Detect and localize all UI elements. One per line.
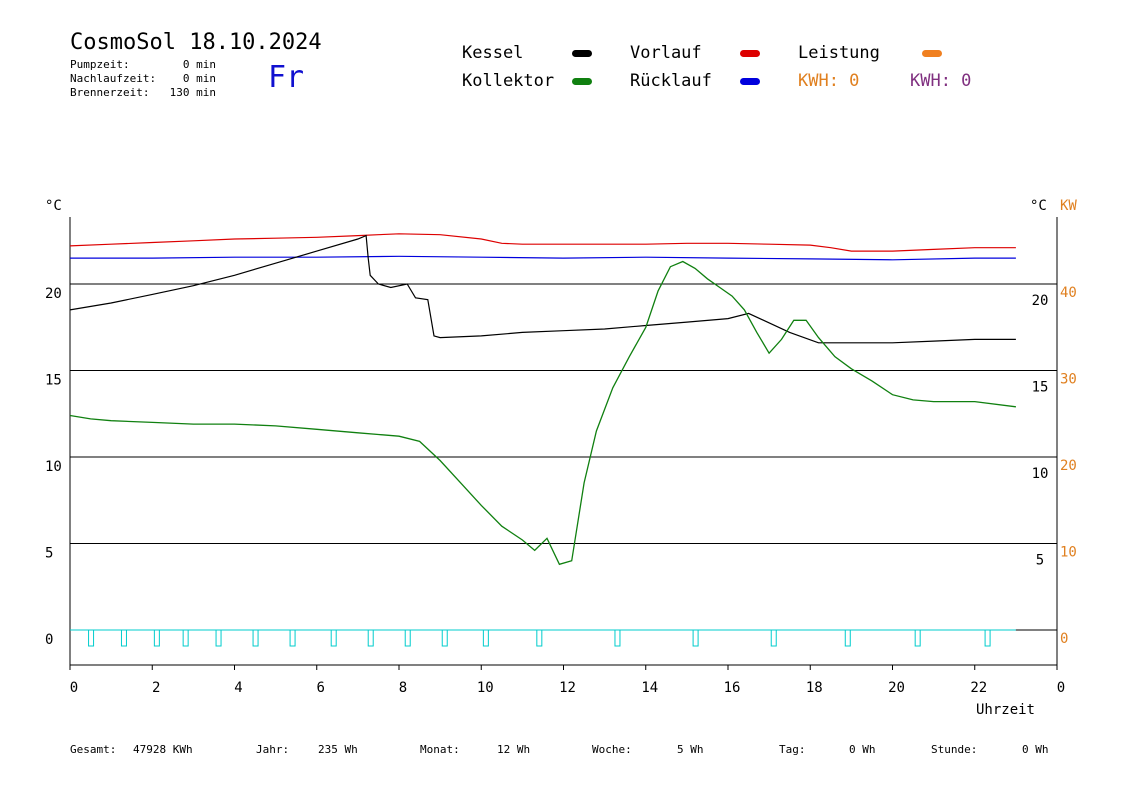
legend-leistung-label: Leistung [798, 43, 880, 63]
series-line-vorlauf [69, 233, 1016, 252]
footer-gesamt-label: Gesamt: [70, 743, 117, 756]
pump-marker-16 [844, 629, 851, 647]
y-tick-label-0: 0 [45, 632, 53, 648]
legend-vorlauf-swatch [740, 50, 760, 57]
kw-tick-label-10: 10 [1060, 545, 1077, 561]
legend-leistung-swatch [922, 50, 942, 57]
x-tick-label-6: 12 [559, 680, 576, 696]
x-axis-label: Uhrzeit [976, 702, 1035, 718]
series-line-ruecklauf [70, 255, 1016, 261]
footer-stunde-label: Stunde: [931, 743, 978, 756]
kw-tick-label-40: 40 [1060, 285, 1077, 301]
footer-jahr-label: Jahr: [256, 743, 290, 756]
x-tick-label-0: 0 [70, 680, 78, 696]
kw-tick-label-0: 0 [1060, 631, 1068, 647]
x-tick-label-7: 14 [641, 680, 658, 696]
y-axis-label-left: °C [45, 198, 62, 214]
kw-tick-label-20: 20 [1060, 458, 1077, 474]
y-tick-label-10: 10 [45, 459, 62, 475]
kw-tick-label-30: 30 [1060, 372, 1077, 388]
pump-marker-2 [153, 629, 160, 647]
x-tick-label-10: 20 [888, 680, 905, 696]
stat-brennerzeit-label: Brennerzeit: [70, 86, 150, 99]
footer-tag-label: Tag: [779, 743, 806, 756]
pump-marker-5 [252, 629, 259, 647]
x-tick-label-4: 8 [399, 680, 407, 696]
legend-ruecklauf-swatch [740, 78, 760, 85]
y-tick-label-20: 20 [45, 286, 62, 302]
y-axis-label-right: °C [1030, 198, 1047, 214]
pump-marker-14 [692, 629, 699, 647]
x-tick-label-3: 6 [317, 680, 325, 696]
series-line-kollektor [69, 260, 1016, 566]
weekday-label: Fr [268, 60, 305, 95]
legend-vorlauf-label: Vorlauf [630, 43, 702, 63]
x-tick-label-2: 4 [234, 680, 242, 696]
stat-pumpzeit-value: 0 min [182, 58, 216, 71]
footer-gesamt-value: 47928 KWh [133, 743, 193, 756]
pump-marker-3 [182, 629, 189, 647]
x-tick-label-1: 2 [152, 680, 160, 696]
x-tick-label-5: 10 [477, 680, 494, 696]
pump-marker-6 [289, 629, 296, 647]
stat-brennerzeit-value: 130 min [169, 86, 216, 99]
legend-kollektor-swatch [572, 78, 592, 85]
footer-stunde-value: 0 Wh [1022, 743, 1049, 756]
x-tick-label-12: 0 [1057, 680, 1065, 696]
footer-woche-value: 5 Wh [677, 743, 704, 756]
page-title: CosmoSol 18.10.2024 [70, 30, 322, 55]
y-axis-label-kw: KW [1060, 198, 1077, 214]
footer-monat-label: Monat: [420, 743, 460, 756]
pump-marker-4 [215, 629, 222, 647]
series-line-kessel [69, 234, 1016, 344]
y-tick-label-5: 5 [45, 546, 53, 562]
pump-marker-15 [770, 629, 777, 647]
x-tick-label-9: 18 [806, 680, 823, 696]
legend-kessel-label: Kessel [462, 43, 524, 63]
stat-nachlaufzeit-value: 0 min [182, 72, 216, 85]
legend-kollektor-label: Kollektor [462, 71, 555, 91]
footer-woche-label: Woche: [592, 743, 632, 756]
footer-monat-value: 12 Wh [497, 743, 531, 756]
y-tick-right-10: 10 [1032, 466, 1049, 482]
pump-marker-13 [614, 629, 621, 647]
pump-marker-8 [367, 629, 374, 647]
pump-marker-0 [88, 629, 95, 647]
pump-marker-12 [536, 629, 543, 647]
pump-marker-18 [984, 629, 991, 647]
legend-ruecklauf-label: Rücklauf [630, 71, 712, 91]
pump-marker-9 [404, 629, 411, 647]
y-tick-label-15: 15 [45, 373, 62, 389]
x-tick-label-8: 16 [724, 680, 741, 696]
y-tick-right-20: 20 [1032, 293, 1049, 309]
pump-marker-1 [120, 629, 127, 647]
stat-pumpzeit-label: Pumpzeit: [70, 58, 130, 71]
footer-tag-value: 0 Wh [849, 743, 876, 756]
pump-marker-10 [441, 629, 448, 647]
pump-marker-11 [482, 629, 489, 647]
x-tick-label-11: 22 [970, 680, 987, 696]
legend-kwh-orange: KWH: 0 [798, 71, 860, 91]
y-tick-right-15: 15 [1032, 380, 1049, 396]
footer-jahr-value: 235 Wh [318, 743, 358, 756]
legend-kwh-purple: KWH: 0 [910, 71, 972, 91]
pump-marker-7 [330, 629, 337, 647]
y-tick-right-5: 5 [1036, 553, 1044, 569]
legend-kessel-swatch [572, 50, 592, 57]
stat-nachlaufzeit-label: Nachlaufzeit: [70, 72, 157, 85]
pump-marker-17 [914, 629, 921, 647]
